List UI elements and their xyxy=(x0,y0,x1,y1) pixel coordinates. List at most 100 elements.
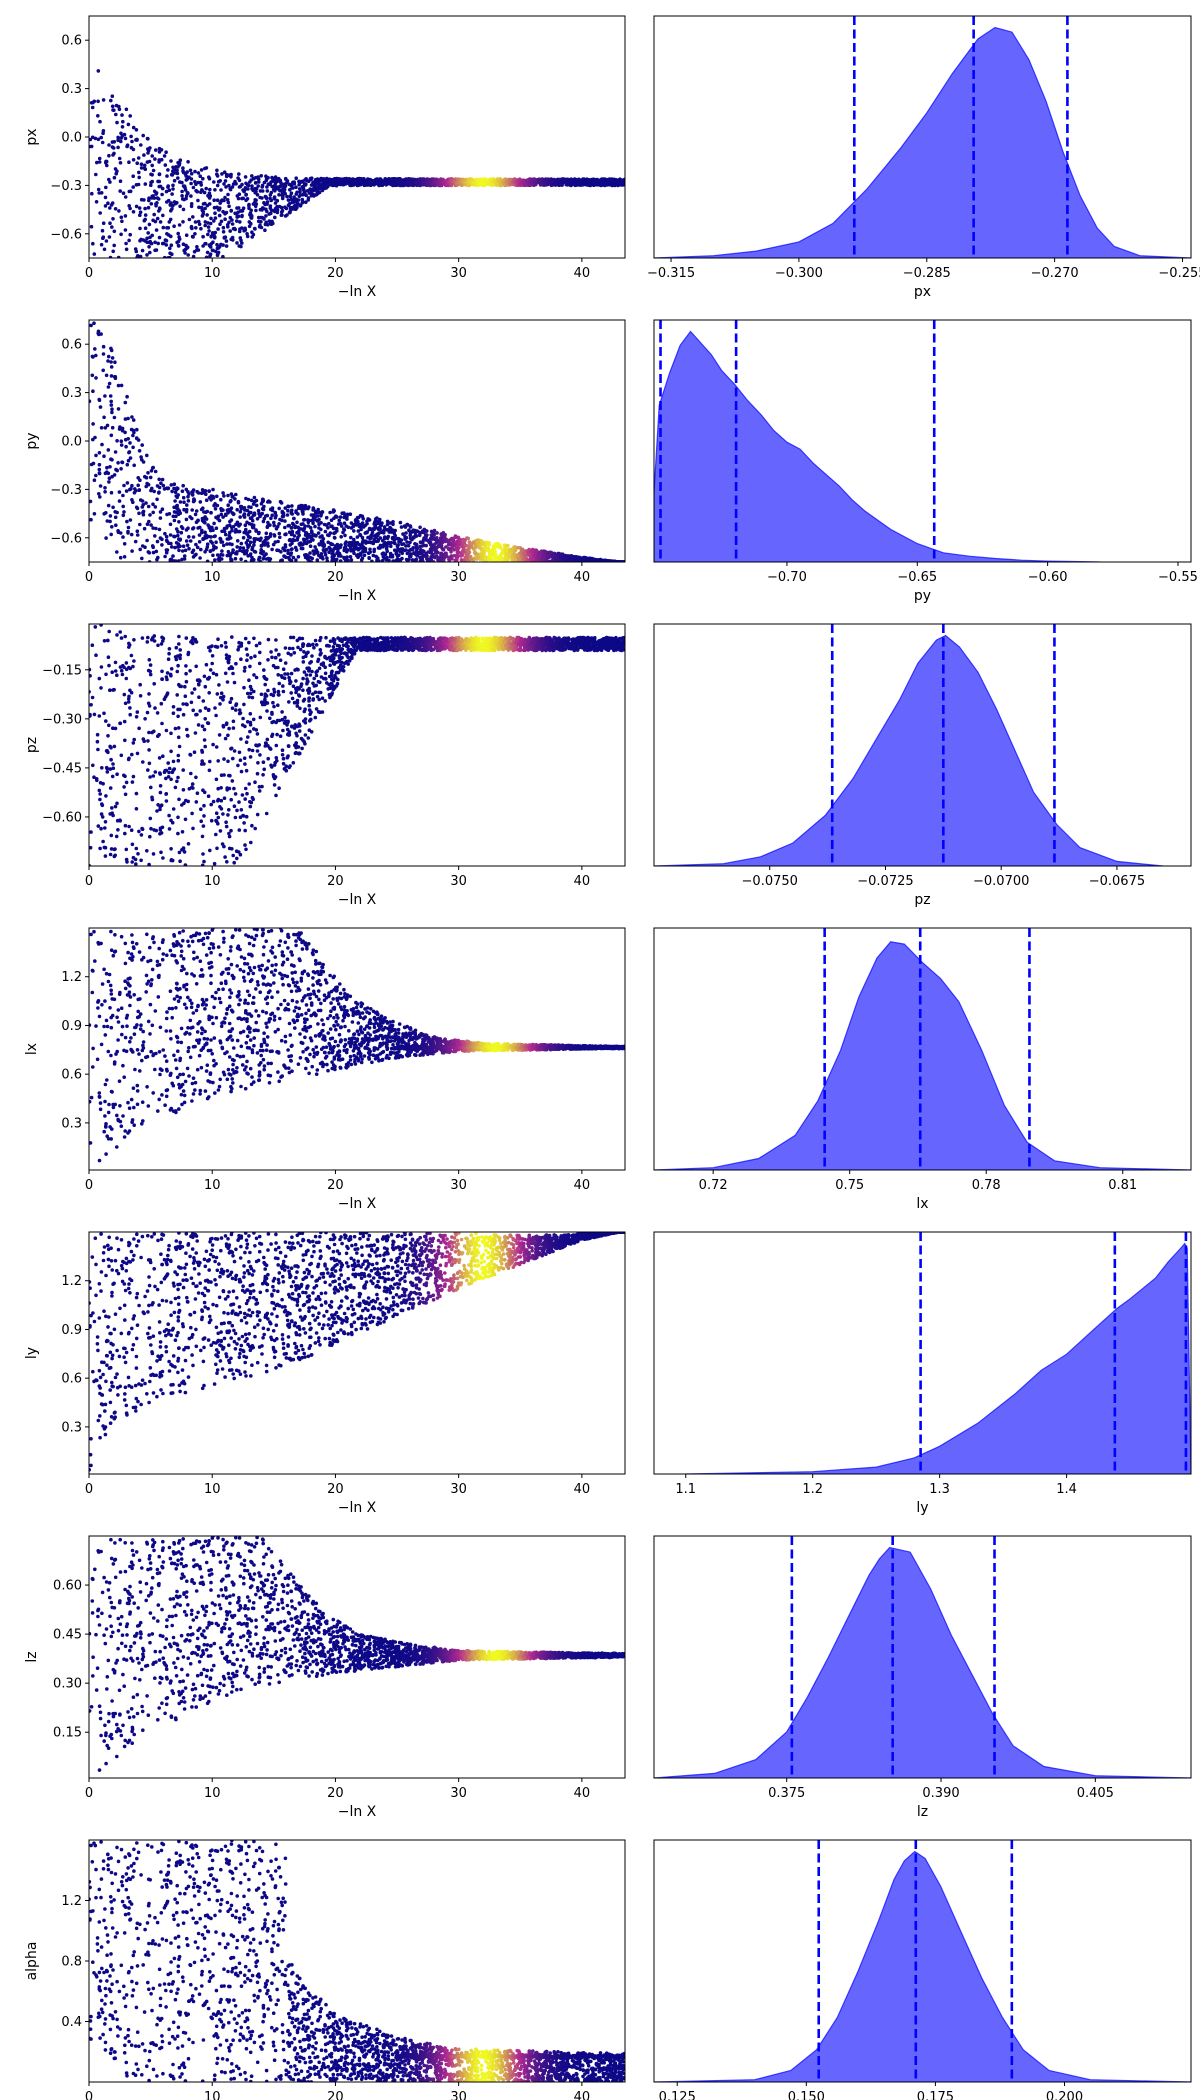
sample-point xyxy=(97,462,102,467)
sample-point xyxy=(131,433,135,438)
sample-point xyxy=(302,190,307,194)
sample-point xyxy=(336,547,340,552)
sample-point xyxy=(205,203,210,208)
sample-point xyxy=(352,529,356,533)
sample-point xyxy=(227,204,231,208)
sample-point xyxy=(273,215,277,220)
sample-point xyxy=(106,359,110,363)
sample-point xyxy=(543,558,548,562)
sample-point xyxy=(233,556,238,561)
sample-point xyxy=(92,99,97,104)
sample-point xyxy=(353,546,358,551)
sample-point xyxy=(306,196,311,200)
sample-point xyxy=(118,555,123,560)
sample-point xyxy=(121,191,126,195)
sample-point xyxy=(216,179,221,184)
sample-point xyxy=(169,483,174,487)
sample-point xyxy=(385,179,389,183)
sample-point xyxy=(154,228,159,232)
sample-point xyxy=(290,182,295,186)
sample-point xyxy=(161,213,165,218)
sample-point xyxy=(317,510,321,515)
sample-point xyxy=(378,522,383,527)
sample-point xyxy=(495,559,499,562)
sample-point xyxy=(129,487,133,491)
sample-point xyxy=(99,426,104,430)
sample-point xyxy=(451,539,456,543)
sample-point xyxy=(385,549,390,553)
sample-point xyxy=(206,523,210,527)
sample-point xyxy=(228,499,232,504)
sample-point xyxy=(168,251,172,255)
sample-point xyxy=(164,534,169,539)
sample-point xyxy=(272,520,276,525)
sample-point xyxy=(164,548,169,552)
sample-point xyxy=(466,544,471,549)
sample-point xyxy=(175,201,179,205)
sample-point xyxy=(103,195,108,200)
sample-point xyxy=(108,519,112,524)
sample-point xyxy=(195,189,200,194)
sample-point xyxy=(134,128,139,132)
sample-point xyxy=(324,515,329,520)
sample-point xyxy=(313,524,317,529)
sample-point xyxy=(177,237,182,241)
sample-point xyxy=(231,512,236,517)
sample-point xyxy=(233,211,237,216)
sample-point xyxy=(153,505,158,509)
sample-point xyxy=(489,554,493,558)
sample-point xyxy=(267,559,272,562)
sample-point xyxy=(245,182,250,187)
sample-point xyxy=(134,204,139,209)
sample-point xyxy=(104,511,108,515)
sample-point xyxy=(138,478,142,483)
sample-point xyxy=(89,517,93,522)
sample-point xyxy=(456,549,461,554)
sample-point xyxy=(162,154,167,158)
sample-point xyxy=(285,513,290,517)
sample-point xyxy=(182,248,186,253)
sample-point xyxy=(442,556,447,560)
sample-point xyxy=(421,553,426,558)
sample-point xyxy=(297,194,302,199)
sample-point xyxy=(200,188,204,192)
sample-point xyxy=(283,191,288,196)
sample-point xyxy=(164,189,169,194)
sample-point xyxy=(192,249,197,254)
sample-point xyxy=(317,522,321,527)
sample-point xyxy=(294,176,299,180)
sample-point xyxy=(115,120,119,125)
sample-point xyxy=(270,547,274,552)
sample-point xyxy=(228,186,232,191)
sample-point xyxy=(203,530,207,535)
sample-point xyxy=(211,553,215,558)
sample-point xyxy=(375,519,380,524)
sample-point xyxy=(520,547,525,552)
sample-point xyxy=(362,553,367,558)
sample-point xyxy=(204,498,209,503)
sample-point xyxy=(314,511,318,515)
sample-point xyxy=(212,521,216,526)
sample-point xyxy=(113,450,118,454)
sample-point xyxy=(406,544,411,548)
sample-point xyxy=(430,552,435,557)
x-tick-label: 40 xyxy=(574,266,591,281)
sample-point xyxy=(260,551,264,556)
sample-point xyxy=(128,441,132,445)
sample-point xyxy=(332,183,336,187)
sample-point xyxy=(205,559,210,562)
sample-point xyxy=(103,394,107,398)
sample-point xyxy=(297,179,302,184)
sample-point xyxy=(259,215,263,220)
y-tick-label: 0.0 xyxy=(61,131,82,146)
sample-point xyxy=(434,554,439,558)
sample-point xyxy=(131,147,136,152)
sample-point xyxy=(199,168,204,172)
sample-point xyxy=(238,548,242,553)
sample-point xyxy=(264,531,269,536)
sample-point xyxy=(338,515,343,519)
sample-point xyxy=(189,202,194,206)
sample-point xyxy=(127,204,131,208)
sample-point xyxy=(247,203,251,208)
sample-point xyxy=(117,107,122,112)
